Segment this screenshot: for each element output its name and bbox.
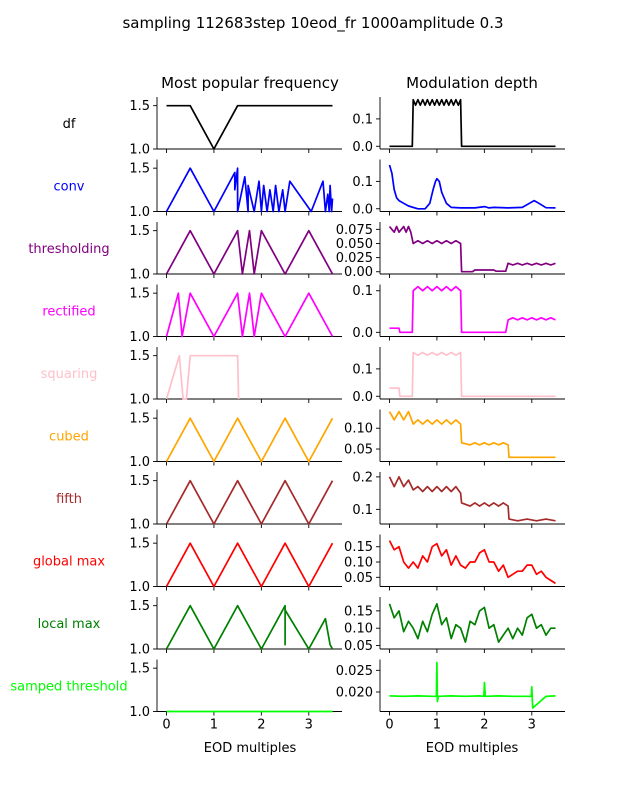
- mod-row-6-ytick-label-1: 0.2: [352, 470, 373, 485]
- freq-row-9-xtick-label-3: 3: [305, 718, 313, 733]
- mod-row-4-ytick-label-1: 0.1: [352, 362, 373, 377]
- row-label-1: conv: [53, 180, 84, 195]
- mod-row-2-series-line: [388, 225, 556, 273]
- freq-row-2-ytick-label-0: 1.0: [129, 268, 150, 283]
- freq-row-1-series-line: [165, 167, 334, 213]
- freq-row-6-ytick-label-1: 1.5: [129, 474, 150, 489]
- row-label-8: local max: [38, 617, 101, 632]
- mod-row-6-ytick-label-0: 0.1: [352, 503, 373, 518]
- mod-row-9-ytick-label-0: 0.020: [336, 686, 373, 701]
- right-x-axis-label: EOD multiples: [426, 741, 519, 756]
- mod-row-5-ytick-label-1: 0.10: [344, 422, 373, 437]
- freq-row-5-ytick-label-1: 1.5: [129, 412, 150, 427]
- row-label-0: df: [63, 117, 76, 132]
- mod-row-2-ytick-label-0: 0.00: [344, 265, 373, 280]
- freq-row-5-ytick-label-0: 1.0: [129, 455, 150, 470]
- freq-row-9-ytick-label-0: 1.0: [129, 705, 150, 720]
- freq-row-1-ytick-label-0: 1.0: [129, 205, 150, 220]
- row-label-9: samped threshold: [10, 680, 127, 695]
- mod-row-9-xtick-label-1: 1: [433, 718, 441, 733]
- mod-row-8-ytick-label-2: 0.15: [344, 604, 373, 619]
- freq-row-3-series-line: [165, 292, 334, 338]
- freq-row-0-series-line: [166, 104, 333, 150]
- freq-row-4-ytick-label-0: 1.0: [129, 393, 150, 408]
- mod-row-0-series-line: [389, 98, 556, 148]
- freq-row-2-ytick-label-1: 1.5: [129, 224, 150, 239]
- mod-row-3-ytick-label-1: 0.1: [352, 284, 373, 299]
- freq-row-9-xtick-label-0: 0: [162, 718, 170, 733]
- right-column-title: Modulation depth: [406, 74, 538, 92]
- mod-row-9-xtick-label-3: 3: [528, 718, 536, 733]
- mod-row-2-ytick-label-1: 0.025: [336, 251, 373, 266]
- mod-row-7-series-line: [388, 540, 556, 585]
- mod-row-5-series-line: [388, 410, 556, 459]
- mod-row-1-ytick-label-1: 0.1: [352, 175, 373, 190]
- left-column-title: Most popular frequency: [161, 74, 339, 92]
- mod-row-6-series-line: [388, 476, 556, 522]
- mod-row-0-ytick-label-1: 0.1: [352, 112, 373, 127]
- mod-row-4-ytick-label-0: 0.0: [352, 390, 373, 405]
- freq-row-9-xtick-label-1: 1: [210, 718, 218, 733]
- mod-row-7-ytick-label-0: 0.05: [344, 571, 373, 586]
- freq-row-6-series-line: [165, 479, 334, 525]
- row-label-6: fifth: [56, 492, 82, 507]
- row-label-5: cubed: [49, 430, 89, 445]
- mod-row-1-series-line: [388, 164, 556, 210]
- row-label-2: thresholding: [28, 242, 109, 257]
- row-label-3: rectified: [42, 305, 95, 320]
- mod-row-0-ytick-label-0: 0.0: [352, 140, 373, 155]
- row-label-7: global max: [33, 555, 105, 570]
- mod-row-9-xtick-label-2: 2: [480, 718, 488, 733]
- freq-row-4-ytick-label-1: 1.5: [129, 349, 150, 364]
- mod-row-7-ytick-label-1: 0.10: [344, 556, 373, 571]
- mod-row-8-series-line: [388, 603, 556, 643]
- mod-row-1-ytick-label-0: 0.0: [352, 202, 373, 217]
- left-x-axis-label: EOD multiples: [204, 741, 297, 756]
- freq-row-8-ytick-label-0: 1.0: [129, 643, 150, 658]
- freq-row-9-ytick-label-1: 1.5: [129, 662, 150, 677]
- mod-row-8-ytick-label-1: 0.10: [344, 622, 373, 637]
- freq-row-8-series-line: [165, 604, 334, 650]
- figure-suptitle: sampling 112683step 10eod_fr 1000amplitu…: [122, 14, 503, 33]
- freq-row-2-series-line: [165, 229, 334, 275]
- panels-group: df 1.0 1.5 0.0 0.1 conv 1.0 1.5 0.0 0.1 thresholdi…: [10, 97, 565, 733]
- freq-row-7-ytick-label-0: 1.0: [129, 580, 150, 595]
- freq-row-5-series-line: [165, 417, 334, 463]
- freq-row-0-ytick-label-0: 1.0: [129, 143, 150, 158]
- freq-row-0-ytick-label-1: 1.5: [129, 99, 150, 114]
- freq-row-6-ytick-label-0: 1.0: [129, 518, 150, 533]
- mod-row-5-ytick-label-0: 0.05: [344, 443, 373, 458]
- mod-row-9-ytick-label-1: 0.025: [336, 664, 373, 679]
- freq-row-7-series-line: [165, 542, 334, 588]
- freq-row-7-ytick-label-1: 1.5: [129, 537, 150, 552]
- mod-row-3-ytick-label-0: 0.0: [352, 326, 373, 341]
- mod-row-8-ytick-label-0: 0.05: [344, 639, 373, 654]
- row-label-4: squaring: [41, 367, 98, 382]
- mod-row-9-series-line: [389, 661, 556, 709]
- freq-row-8-ytick-label-1: 1.5: [129, 599, 150, 614]
- mod-row-7-ytick-label-2: 0.15: [344, 540, 373, 555]
- freq-row-1-ytick-label-1: 1.5: [129, 162, 150, 177]
- mod-row-2-ytick-label-3: 0.075: [336, 223, 373, 238]
- freq-row-3-ytick-label-0: 1.0: [129, 330, 150, 345]
- freq-row-4-series-line: [165, 354, 240, 400]
- mod-row-9-xtick-label-0: 0: [385, 718, 393, 733]
- mod-row-4-series-line: [389, 351, 556, 398]
- mod-row-3-series-line: [389, 285, 556, 334]
- freq-row-3-ytick-label-1: 1.5: [129, 287, 150, 302]
- mod-row-2-ytick-label-2: 0.050: [336, 237, 373, 252]
- freq-row-9-xtick-label-2: 2: [257, 718, 265, 733]
